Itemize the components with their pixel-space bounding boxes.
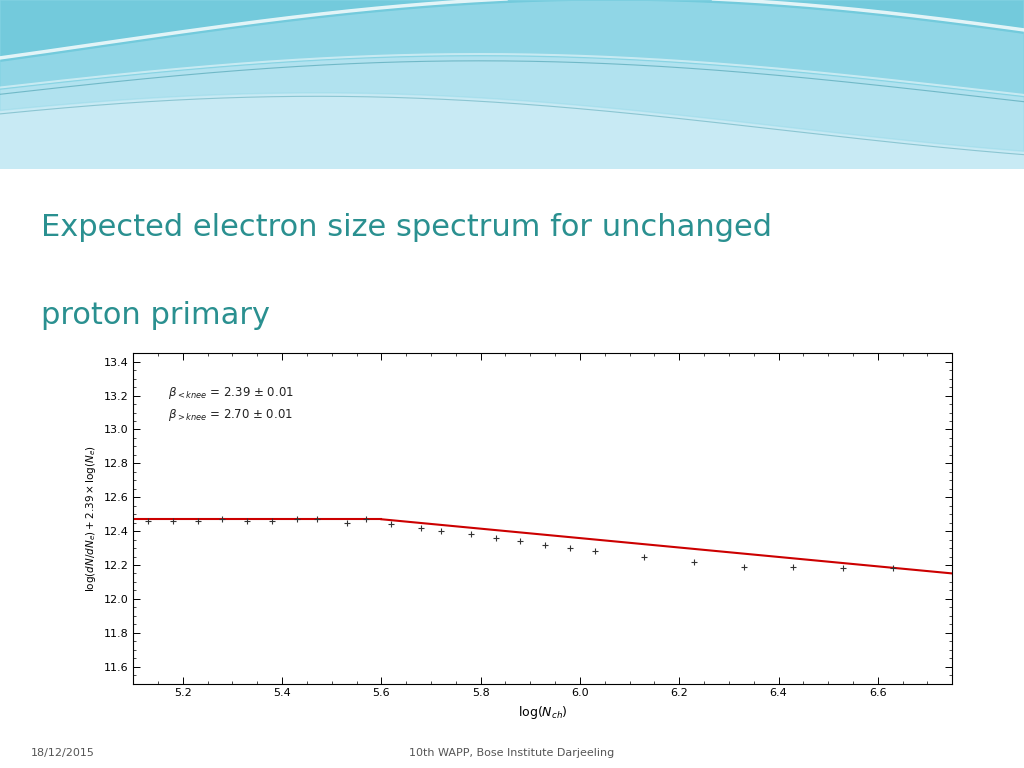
Text: $\beta_{<knee}$ = 2.39 $\pm$ 0.01: $\beta_{<knee}$ = 2.39 $\pm$ 0.01	[168, 385, 294, 401]
Text: Expected electron size spectrum for unchanged: Expected electron size spectrum for unch…	[41, 214, 772, 242]
Text: $\beta_{>knee}$ = 2.70 $\pm$ 0.01: $\beta_{>knee}$ = 2.70 $\pm$ 0.01	[168, 406, 293, 422]
Text: 18/12/2015: 18/12/2015	[31, 749, 94, 759]
Text: proton primary: proton primary	[41, 302, 270, 330]
Y-axis label: $\log(dN/dN_e) + 2.39 \times \log(N_e)$: $\log(dN/dN_e) + 2.39 \times \log(N_e)$	[84, 445, 98, 592]
Text: 10th WAPP, Bose Institute Darjeeling: 10th WAPP, Bose Institute Darjeeling	[410, 749, 614, 759]
X-axis label: $\log(N_{ch})$: $\log(N_{ch})$	[518, 704, 567, 721]
